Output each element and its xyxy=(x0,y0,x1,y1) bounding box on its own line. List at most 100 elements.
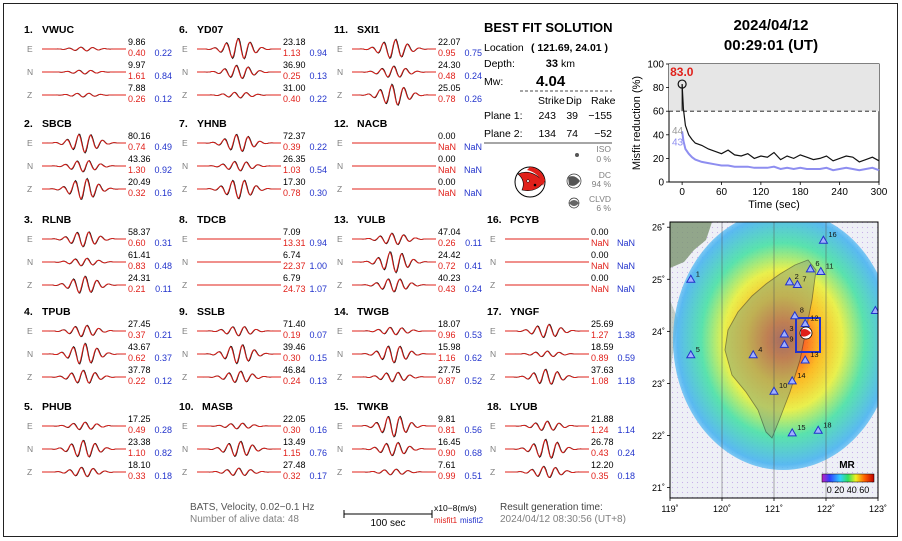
station-name: YHNB xyxy=(197,118,227,130)
station-map-label: 9 xyxy=(789,334,793,343)
peak-amplitude: 18.59 xyxy=(591,342,614,352)
depth-value: 33 xyxy=(546,58,558,70)
y-tick-label: 80 xyxy=(653,83,665,94)
station-name: RLNB xyxy=(42,214,72,226)
peak-amplitude: 9.81 xyxy=(438,414,456,424)
misfit1-value: 0.40 xyxy=(128,48,146,58)
peak-amplitude: 17.25 xyxy=(128,414,151,424)
misfit1-value: 0.49 xyxy=(128,425,146,435)
component-label: N xyxy=(27,444,33,454)
misfit1-value: 0.60 xyxy=(128,238,146,248)
label-44: 44 xyxy=(672,126,684,137)
location-value: ( 121.69, 24.01 ) xyxy=(531,42,608,54)
y-tick-label: 20 xyxy=(653,154,665,165)
peak-amplitude: 40.23 xyxy=(438,273,461,283)
footer-alive: Number of alive data: 48 xyxy=(190,514,299,525)
misfit1-value: 0.32 xyxy=(128,188,146,198)
station-map-label: 13 xyxy=(810,350,818,359)
station-map-label: 15 xyxy=(797,423,805,432)
component-label: E xyxy=(490,326,496,336)
peak-amplitude: 24.30 xyxy=(438,60,461,70)
peak-amplitude: 39.46 xyxy=(283,342,306,352)
misfit2-value: 0.12 xyxy=(154,94,172,104)
misfit1-value: 0.19 xyxy=(283,330,301,340)
component-label: E xyxy=(182,326,188,336)
best-label: 83.0 xyxy=(670,65,694,79)
misfit1-value: 1.27 xyxy=(591,330,609,340)
peak-amplitude: 13.49 xyxy=(283,437,306,447)
plane2-strike: 134 xyxy=(538,128,556,140)
peak-amplitude: 43.67 xyxy=(128,342,151,352)
y-tick-label: 0 xyxy=(658,178,664,189)
x-tick-label: 300 xyxy=(871,187,888,198)
peak-amplitude: 27.45 xyxy=(128,319,151,329)
component-label: N xyxy=(337,257,343,267)
peak-amplitude: 27.48 xyxy=(283,460,306,470)
series-line-blue xyxy=(681,131,880,172)
misfit2-value: 0.54 xyxy=(309,165,327,175)
misfit2-value: 1.00 xyxy=(309,261,327,271)
x-tick-label: 240 xyxy=(831,187,848,198)
misfit1-value: 0.21 xyxy=(128,284,146,294)
synthetic-trace xyxy=(197,92,281,99)
synthetic-trace xyxy=(352,372,436,383)
peak-amplitude: 24.42 xyxy=(438,250,461,260)
iso-value: 0 % xyxy=(596,154,611,164)
misfit1-value: 0.32 xyxy=(283,471,301,481)
misfit1-value: 0.90 xyxy=(438,448,456,458)
component-label: E xyxy=(337,421,343,431)
station-name: PCYB xyxy=(510,214,540,226)
misfit2-value: 0.13 xyxy=(309,376,327,386)
misfit2-value: 0.22 xyxy=(154,48,172,58)
peak-amplitude: 25.69 xyxy=(591,319,614,329)
peak-amplitude: 36.90 xyxy=(283,60,306,70)
location-label: Location xyxy=(484,42,524,54)
misfit1-value: 24.73 xyxy=(283,284,306,294)
lat-label: 22˚ xyxy=(652,431,665,441)
synthetic-trace xyxy=(352,233,436,245)
observed-trace xyxy=(352,345,436,364)
component-label: E xyxy=(27,44,33,54)
synthetic-trace xyxy=(197,161,281,172)
component-label: E xyxy=(27,326,33,336)
misfit2-value: 0.07 xyxy=(309,330,327,340)
synthetic-trace xyxy=(42,160,126,172)
misfit2-value: 0.16 xyxy=(154,188,172,198)
peak-amplitude: 43.36 xyxy=(128,154,151,164)
misfit2-value: 0.18 xyxy=(617,471,635,481)
misfit2-value: NaN xyxy=(617,284,635,294)
component-label: N xyxy=(182,257,188,267)
x-axis-label: Time (sec) xyxy=(748,199,800,211)
station-map-label: 5 xyxy=(696,345,700,354)
station-number: 12. xyxy=(334,118,349,130)
synthetic-trace xyxy=(197,422,281,430)
synthetic-trace xyxy=(42,276,126,294)
station-map-label: 14 xyxy=(797,371,805,380)
misfit1-value: 1.03 xyxy=(283,165,301,175)
component-label: E xyxy=(490,421,496,431)
station-triangle-icon xyxy=(805,263,816,273)
misfit2-value: 0.17 xyxy=(309,471,327,481)
lon-label: 120˚ xyxy=(713,504,731,514)
component-label: E xyxy=(27,421,33,431)
synthetic-trace xyxy=(42,343,126,364)
synthetic-trace xyxy=(505,324,589,338)
station-map-label: 4 xyxy=(758,345,762,354)
station-triangle-icon xyxy=(800,354,811,364)
peak-amplitude: 23.38 xyxy=(128,437,151,447)
misfit2-value: NaN xyxy=(617,261,635,271)
component-label: N xyxy=(490,349,496,359)
misfit2-value: 0.68 xyxy=(464,448,482,458)
misfit1-value: 0.35 xyxy=(591,471,609,481)
component-label: Z xyxy=(27,467,32,477)
x-tick-label: 60 xyxy=(716,187,728,198)
station-triangle-icon xyxy=(815,266,826,275)
misfit1-value: 0.40 xyxy=(283,94,301,104)
peak-amplitude: 12.20 xyxy=(591,460,614,470)
synthetic-trace xyxy=(197,344,281,364)
station-triangle-icon xyxy=(787,375,798,385)
station-name: YNGF xyxy=(510,306,540,318)
mw-label: Mw: xyxy=(484,76,503,88)
station-triangle-icon xyxy=(779,339,790,348)
